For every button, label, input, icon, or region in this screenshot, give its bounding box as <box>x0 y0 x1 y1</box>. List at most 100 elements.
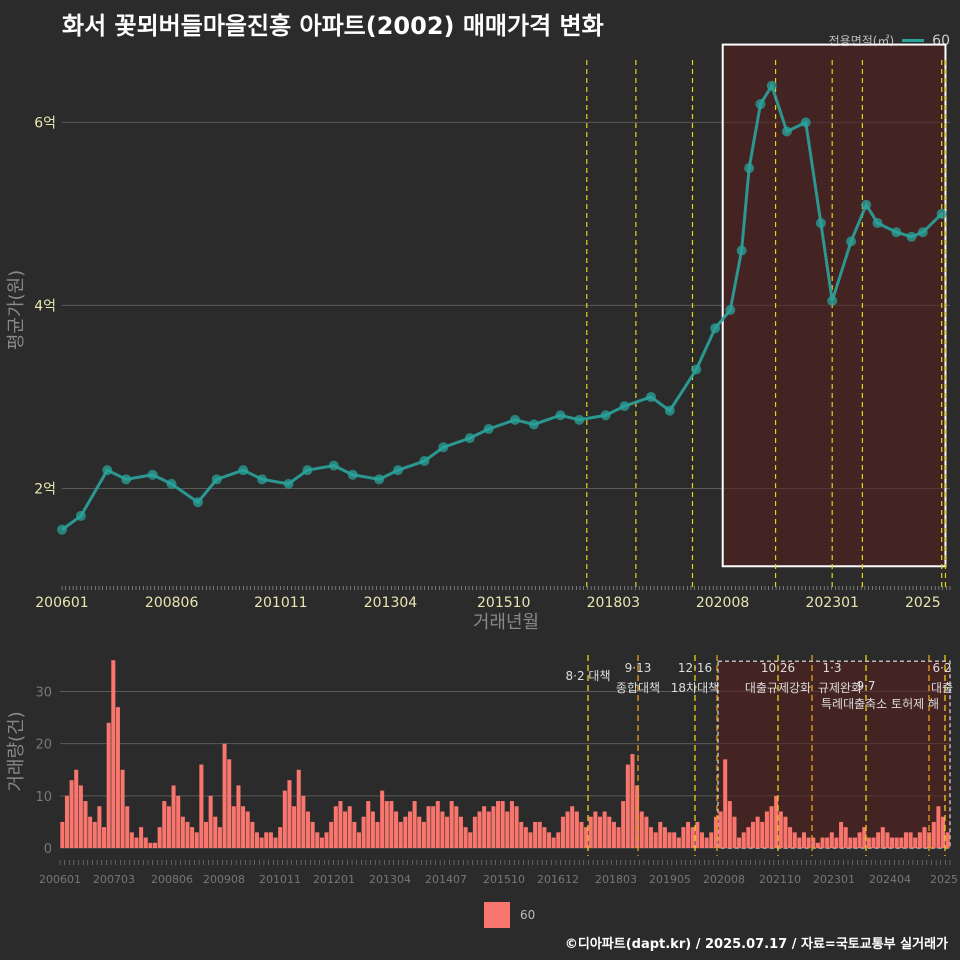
y-tick-label: 4억 <box>34 298 56 314</box>
volume-bar <box>658 821 663 848</box>
volume-bar <box>421 821 426 848</box>
volume-bar <box>713 816 718 848</box>
volume-bar <box>111 660 116 848</box>
price-point <box>800 117 811 128</box>
volume-bar <box>389 801 394 848</box>
volume-bar <box>741 832 746 848</box>
volume-bar <box>88 816 93 848</box>
volume-bar <box>222 743 227 848</box>
volume-bar <box>445 816 450 848</box>
price-point <box>75 510 86 521</box>
volume-bar <box>194 832 199 848</box>
volume-bar <box>848 837 853 848</box>
volume-bar <box>162 801 167 848</box>
volume-bar <box>92 821 97 848</box>
volume-bar <box>852 837 857 848</box>
volume-bar <box>570 806 575 848</box>
price-point <box>464 433 475 444</box>
volume-bar <box>732 816 737 848</box>
price-point <box>438 442 449 453</box>
volume-bar <box>936 806 941 848</box>
price-point <box>736 245 747 256</box>
volume-bar <box>370 811 375 848</box>
price-point <box>121 474 132 485</box>
price-point <box>147 469 158 480</box>
volume-bar <box>639 811 644 848</box>
price-point <box>528 419 539 430</box>
volume-bar <box>231 806 236 848</box>
volume-bar <box>287 780 292 848</box>
volume-bar <box>426 806 431 848</box>
y-tick-label: 20 <box>35 738 52 753</box>
y-tick-label: 10 <box>35 790 52 805</box>
price-point <box>872 218 883 229</box>
x-tick-label: 200703 <box>93 873 135 886</box>
volume-bar <box>514 806 519 848</box>
price-point <box>891 227 902 238</box>
volume-bar <box>755 816 760 848</box>
volume-bar <box>616 827 621 848</box>
volume-bar <box>148 842 153 848</box>
y-tick-label: 30 <box>35 686 52 701</box>
volume-bar <box>574 811 579 848</box>
volume-bar <box>746 827 751 848</box>
policy-annotation: 대출 <box>931 681 953 695</box>
volume-bar <box>801 832 807 848</box>
volume-bar <box>134 837 139 848</box>
x-tick-label: 200908 <box>203 873 245 886</box>
x-tick-label: 202301 <box>813 873 855 886</box>
volume-bar <box>361 816 366 848</box>
volume-bar <box>695 821 700 848</box>
volume-bar <box>941 816 946 848</box>
volume-bar <box>496 801 501 848</box>
volume-bar <box>723 759 728 848</box>
price-point <box>283 478 294 489</box>
volume-bar <box>454 806 459 848</box>
x-tick-label: 200806 <box>145 595 199 611</box>
policy-annotation: 8·2 대책 <box>566 668 611 683</box>
price-point <box>347 469 358 480</box>
volume-bar <box>343 811 348 848</box>
volume-bar <box>672 832 677 848</box>
volume-bar <box>774 795 779 848</box>
volume-bar <box>236 785 241 848</box>
volume-bar <box>356 832 362 848</box>
policy-annotation: 종합대책 <box>616 680 660 695</box>
price-series-line <box>61 82 943 531</box>
x-tick-label: 201304 <box>364 595 418 611</box>
volume-bar <box>143 837 148 848</box>
volume-bar <box>282 790 287 848</box>
price-point <box>302 465 313 476</box>
price-point <box>645 391 656 402</box>
price-point <box>393 465 404 476</box>
volume-bar <box>788 827 793 848</box>
volume-bar <box>913 837 918 848</box>
price-point <box>510 414 521 425</box>
volume-bar <box>171 785 176 848</box>
volume-bar <box>176 795 181 848</box>
y-tick-label: 6억 <box>34 115 56 131</box>
volume-bar <box>166 806 171 848</box>
volume-bar <box>394 811 399 848</box>
volume-bar <box>834 837 839 848</box>
price-point <box>755 99 766 110</box>
legend-bottom: 60 <box>484 902 535 928</box>
policy-annotation: 특례대출축소 토허제 해 <box>821 697 939 711</box>
price-point <box>664 405 675 416</box>
volume-bar <box>890 837 895 848</box>
volume-bar <box>115 707 120 848</box>
x-tick-label: 201011 <box>259 873 301 886</box>
x-tick-label: 201011 <box>254 595 307 611</box>
policy-annotation: 10·26 <box>761 661 795 675</box>
volume-bar <box>449 801 454 848</box>
volume-bar <box>180 816 185 848</box>
volume-bar <box>217 827 222 848</box>
price-point <box>744 163 755 174</box>
x-tick-label: 201304 <box>369 873 411 886</box>
volume-bar <box>250 821 255 848</box>
volume-bar <box>199 764 204 848</box>
volume-bar <box>468 832 473 848</box>
volume-bar <box>621 801 626 848</box>
volume-bar <box>407 811 412 848</box>
price-point <box>166 478 177 489</box>
